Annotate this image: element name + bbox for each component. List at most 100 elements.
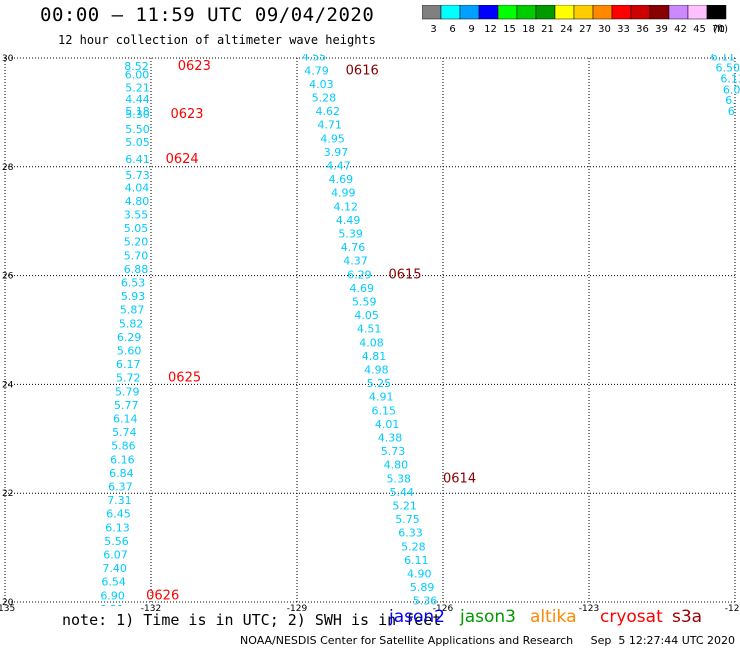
wave-height-value: 4.05: [354, 309, 379, 322]
wave-height-value: 5.50: [125, 123, 150, 136]
legend-jason2: jason2: [389, 607, 445, 627]
colorbar-label: 36: [636, 24, 649, 35]
wave-height-value: 5.56: [104, 535, 129, 548]
wave-height-value: 4.01: [375, 418, 400, 431]
wave-height-value: 6.88: [124, 263, 149, 276]
wave-height-value: 5.25: [367, 377, 392, 390]
colorbar-label: 18: [522, 24, 535, 35]
wave-height-value: 6.37: [108, 480, 133, 493]
wave-height-value: 4.51: [357, 323, 382, 336]
wave-height-value: 4.55: [302, 51, 327, 64]
wave-height-value: 5.20: [124, 236, 149, 249]
wave-height-value: 6.29: [117, 331, 142, 344]
wave-height-value: 4.91: [369, 391, 394, 404]
y-tick-label: 28: [2, 163, 14, 173]
wave-height-chart: -135 -132 -129 -126 -123 -120 30 28 26 24 22 20 8.52…: [0, 51, 740, 612]
chart-title: 00:00 – 11:59 UTC 09/04/2020: [40, 4, 375, 26]
wave-height-value: 4.03: [309, 78, 334, 91]
wave-height-value: 5.21: [125, 82, 150, 95]
wave-height-value: 4.12: [334, 200, 359, 213]
wave-height-value: 6: [728, 105, 735, 118]
data-layer: 8.526.005.214.445.185.305.505.056.415.73…: [99, 51, 740, 608]
wave-height-value: 8.52: [124, 60, 149, 73]
x-tick-label: -132: [141, 604, 161, 612]
colorbar-label: 9: [468, 24, 474, 35]
wave-height-value: 4.80: [125, 195, 150, 208]
wave-height-value: 6.14: [113, 412, 138, 425]
colorbar-label: 45: [693, 24, 706, 35]
wave-height-value: 5.74: [112, 426, 137, 439]
wave-height-value: 4.37: [343, 255, 368, 268]
colorbar-unit: (ft): [713, 24, 728, 35]
wave-height-value: 6.90: [100, 589, 125, 602]
wave-height-value: 6.07: [103, 548, 128, 561]
wave-height-value: 4.90: [407, 568, 432, 581]
wave-height-value: 4.71: [317, 119, 342, 132]
wave-height-value: 6.41: [125, 153, 150, 166]
wave-height-value: 6.13: [105, 521, 129, 534]
wave-height-value: 5.44: [389, 486, 414, 499]
x-tick-label: -129: [287, 604, 308, 612]
wave-height-value: 6.33: [398, 527, 423, 540]
wave-height-value: 5.05: [125, 136, 150, 149]
wave-height-value: 6.: [725, 94, 736, 107]
legend-jason3: jason3: [460, 607, 516, 627]
wave-height-value: 4.04: [125, 181, 150, 194]
wave-height-value: 3.55: [124, 208, 149, 221]
wave-height-value: 4.81: [362, 350, 387, 363]
time-label: 0623: [178, 59, 211, 74]
y-tick-label: 30: [2, 54, 14, 64]
wave-height-value: 4.76: [341, 241, 366, 254]
x-tick-label: -120: [725, 604, 740, 612]
wave-height-value: 6.16: [110, 453, 134, 466]
wave-height-value: 4.44: [125, 93, 150, 106]
wave-height-value: 5.82: [119, 317, 144, 330]
wave-height-value: 4.69: [350, 282, 375, 295]
wave-height-value: 5.73: [381, 445, 406, 458]
wave-height-value: 5.93: [121, 290, 145, 303]
colorbar-label: 27: [579, 24, 592, 35]
chart-subtitle: 12 hour collection of altimeter wave hei…: [58, 33, 376, 47]
y-tick-label: 20: [2, 598, 14, 608]
wave-height-value: 4.80: [384, 459, 409, 472]
wave-height-value: 6.11: [711, 51, 736, 64]
colorbar-label: 42: [674, 24, 687, 35]
wave-height-value: 5.36: [413, 595, 438, 608]
colorbar-label: 39: [655, 24, 668, 35]
wave-height-value: 5.70: [124, 249, 149, 262]
wave-height-value: 5.89: [410, 581, 435, 594]
colorbar-label: 3: [430, 24, 436, 35]
wave-height-value: 5.05: [124, 222, 149, 235]
wave-height-value: 4.99: [331, 187, 356, 200]
wave-height-value: 5.86: [111, 440, 135, 453]
x-tick-label: -126: [433, 604, 454, 612]
wave-height-value: 5.28: [312, 92, 337, 105]
wave-height-value: 5.77: [114, 399, 139, 412]
wave-height-value: 4.69: [329, 173, 354, 186]
time-label: 0623: [170, 107, 203, 122]
wave-height-value: 4.49: [336, 214, 361, 227]
x-tick-label: -135: [0, 604, 15, 612]
y-tick-label: 24: [2, 380, 14, 390]
wave-height-value: 6.45: [106, 508, 131, 521]
y-tick-label: 22: [2, 489, 13, 499]
wave-height-value: 6.17: [116, 358, 140, 371]
credit-line: NOAA/NESDIS Center for Satellite Applica…: [240, 634, 736, 647]
legend-altika: altika: [530, 607, 577, 627]
legend-s3a: s3a: [672, 607, 703, 627]
wave-height-value: 6.50: [716, 62, 740, 75]
units-note: note: 1) Time is in UTC; 2) SWH is in fe…: [62, 611, 442, 629]
wave-height-value: 4.79: [304, 64, 329, 77]
colorbar-label: 30: [598, 24, 611, 35]
wave-height-value: 6.0: [723, 83, 740, 96]
time-label: 0625: [168, 371, 201, 386]
colorbar-swatch: [706, 5, 727, 20]
wave-height-value: 5.59: [352, 296, 377, 309]
wave-height-value: 6.53: [121, 276, 145, 289]
time-label: 0615: [388, 267, 421, 282]
wave-height-value: 4.62: [315, 105, 340, 118]
wave-height-value: 6.54: [101, 576, 126, 589]
wave-height-value: 3.97: [324, 146, 349, 159]
wave-height-value: 5.21: [392, 500, 417, 513]
time-label: 0624: [166, 152, 199, 167]
